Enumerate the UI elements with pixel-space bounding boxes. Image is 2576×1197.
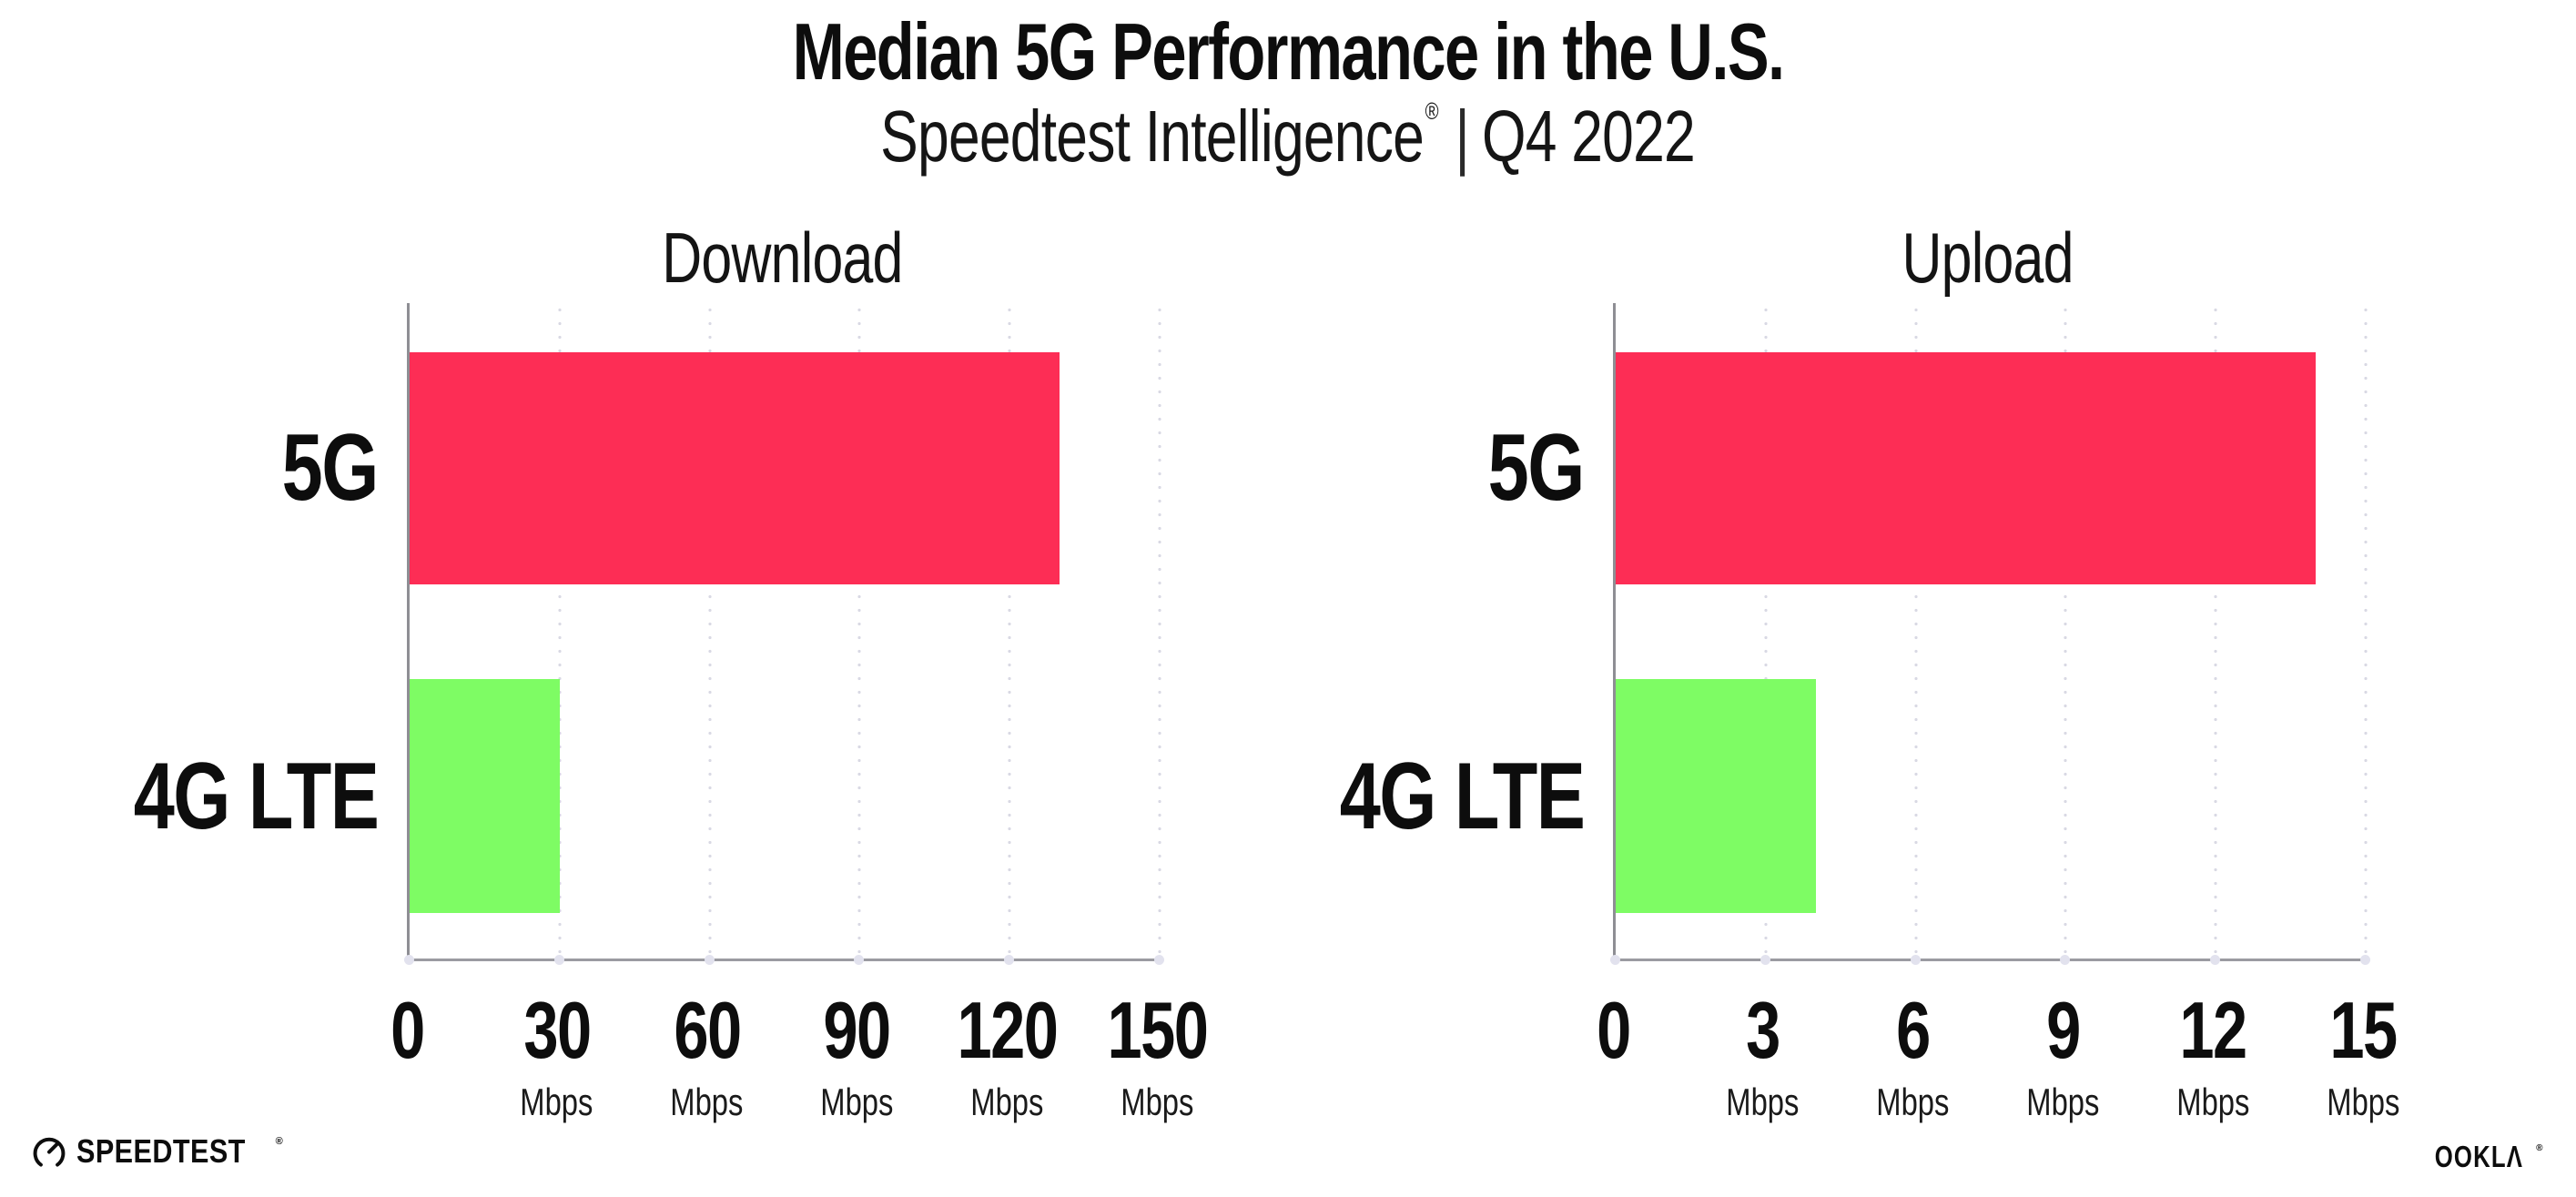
registered-mark: ® [1425,97,1439,125]
chart-title: Download [661,218,903,298]
x-tick-value: 3 [1746,985,1780,1075]
subtitle-brand: Speedtest Intelligence [880,96,1425,177]
download-plot-area [404,303,1164,965]
category-label-4g-lte: 4G LTE [133,744,379,849]
x-tick-unit: Mbps [670,1080,744,1123]
bar-4g-lte [410,679,560,913]
x-tick-unit: Mbps [2176,1080,2250,1123]
x-tick-value: 0 [1596,985,1631,1075]
x-tick-value: 150 [1107,985,1208,1075]
gridline-90 [857,303,862,959]
axis-tick-dot-12 [2210,955,2221,965]
x-tick-unit: Mbps [2026,1080,2100,1123]
x-tick-value: 9 [2046,985,2081,1075]
x-tick-value: 30 [523,985,592,1075]
gridline-3 [1763,303,1768,959]
gridline-120 [1008,303,1012,959]
gridline-30 [557,303,562,959]
axis-tick-dot-0 [404,955,414,965]
x-tick-0: 0 [1513,990,1713,1070]
x-tick-value: 90 [823,985,892,1075]
page-title-text: Median 5G Performance in the U.S. [792,6,1785,96]
upload-plot-area [1610,303,2370,965]
x-tick-120: 120 Mbps [907,990,1107,1121]
gridline-60 [707,303,712,959]
axis-tick-dot-9 [2060,955,2071,965]
axis-tick-dot-0 [1610,955,1620,965]
category-label-5g: 5G [281,415,380,521]
axis-tick-dot-30 [553,955,564,965]
x-tick-30: 30 Mbps [457,990,657,1121]
axis-tick-dot-150 [1154,955,1164,965]
x-tick-value: 12 [2179,985,2248,1075]
page-title: Median 5G Performance in the U.S. [0,5,2576,98]
page-subtitle-text: Speedtest Intelligence® | Q4 2022 [880,95,1697,178]
speedtest-logo: SPEEDTEST ® [30,1132,283,1171]
upload-chart: Upload 0 3 Mbps 6 Mbps 9 Mbps 12 Mbps 15 Mbps 5G 4G L… [1231,209,2399,1129]
subtitle-divider: | [1455,96,1470,177]
category-label-4g-lte: 4G LTE [1339,744,1585,849]
category-label-5g: 5G [1487,415,1586,521]
gridline-150 [1158,303,1161,959]
speedtest-wordmark: SPEEDTEST ® [76,1132,284,1170]
subtitle-period: Q4 2022 [1482,96,1696,177]
x-tick-60: 60 Mbps [607,990,807,1121]
bar-4g-lte [1616,679,1816,913]
download-chart: Download 0 30 Mbps 60 Mbps 90 Mbps 120 Mbps 150 Mbp… [25,209,1208,1129]
ookla-registered-mark: ® [2536,1143,2544,1153]
x-tick-unit: Mbps [970,1080,1044,1123]
x-tick-value: 0 [390,985,425,1075]
axis-tick-dot-6 [1910,955,1921,965]
x-tick-unit: Mbps [2326,1080,2400,1123]
x-tick-unit: Mbps [820,1080,894,1123]
axis-tick-dot-3 [1760,955,1770,965]
axis-tick-dot-15 [2360,955,2370,965]
x-tick-12: 12 Mbps [2113,990,2313,1121]
chart-title: Upload [1902,218,2074,298]
gridline-12 [2214,303,2218,959]
x-tick-9: 9 Mbps [1962,990,2163,1121]
x-tick-unit: Mbps [1726,1080,1800,1123]
x-tick-150: 150 Mbps [1057,990,1257,1121]
x-tick-unit: Mbps [1120,1080,1194,1123]
x-tick-15: 15 Mbps [2263,990,2463,1121]
gridline-6 [1913,303,1918,959]
x-tick-value: 15 [2329,985,2398,1075]
x-tick-6: 6 Mbps [1813,990,2013,1121]
x-tick-0: 0 [307,990,507,1070]
page-subtitle: Speedtest Intelligence® | Q4 2022 [0,95,2576,178]
x-tick-90: 90 Mbps [756,990,957,1121]
axis-tick-dot-120 [1004,955,1015,965]
x-tick-value: 6 [1896,985,1931,1075]
x-tick-unit: Mbps [520,1080,593,1123]
x-tick-unit: Mbps [1876,1080,1950,1123]
x-tick-value: 120 [957,985,1058,1075]
x-tick-3: 3 Mbps [1663,990,1863,1121]
gridline-9 [2064,303,2068,959]
bar-5g [1616,352,2317,584]
axis-tick-dot-90 [854,955,865,965]
ookla-wordmark: OOKLΛ [2435,1140,2524,1173]
speedtest-registered-mark: ® [275,1136,284,1147]
speedtest-gauge-icon [33,1137,66,1167]
ookla-logo: OOKLΛ ® [2422,1140,2544,1174]
gridline-15 [2364,303,2368,959]
bar-5g [410,352,1060,584]
x-tick-value: 60 [673,985,742,1075]
axis-tick-dot-60 [704,955,715,965]
